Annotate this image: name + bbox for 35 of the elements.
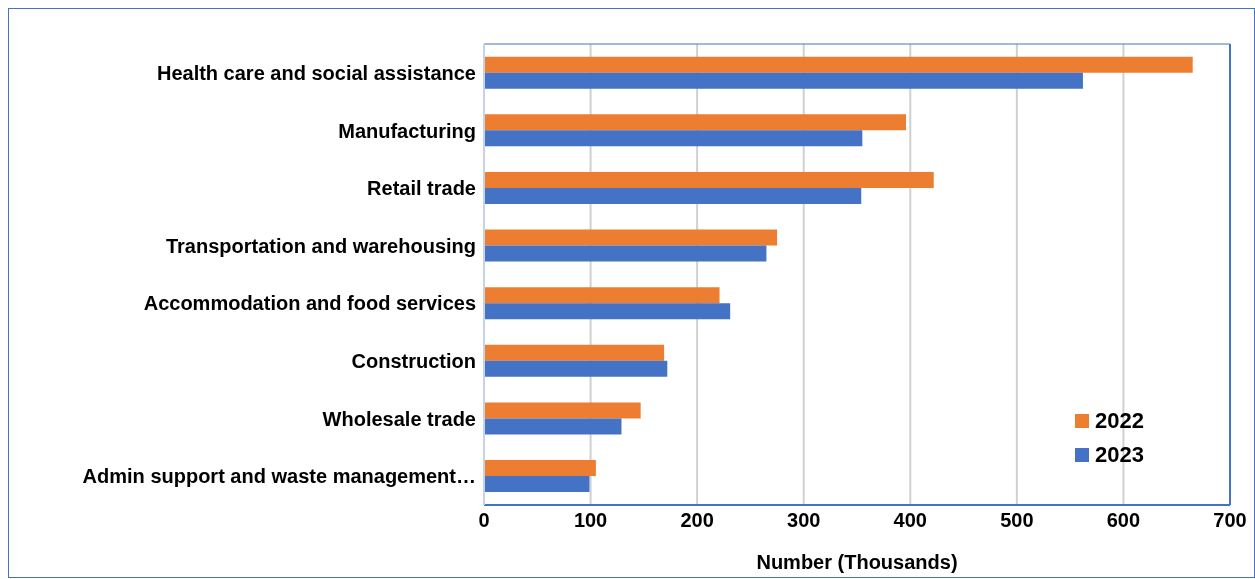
legend-label: 2023 bbox=[1095, 441, 1144, 469]
bar bbox=[484, 56, 1193, 73]
bar bbox=[484, 402, 641, 419]
y-tick-label: Retail trade bbox=[367, 177, 476, 200]
x-tick-label: 500 bbox=[1000, 509, 1034, 532]
x-tick-label: 200 bbox=[680, 509, 714, 532]
y-tick-label: Manufacturing bbox=[338, 119, 476, 142]
bar bbox=[484, 187, 862, 204]
x-tick-label: 0 bbox=[478, 509, 490, 532]
x-tick-label: 600 bbox=[1106, 509, 1141, 532]
x-axis-title: Number (Thousands) bbox=[756, 551, 958, 573]
y-tick-label: Accommodation and food services bbox=[143, 292, 476, 315]
bar bbox=[484, 245, 767, 262]
bar bbox=[484, 114, 907, 131]
bar bbox=[484, 229, 778, 246]
y-tick-label: Wholesale trade bbox=[322, 407, 476, 430]
y-tick-label: Health care and social assistance bbox=[156, 61, 476, 84]
y-tick-label: Transportation and warehousing bbox=[165, 234, 476, 257]
bar bbox=[484, 460, 596, 477]
x-tick-label: 700 bbox=[1213, 509, 1247, 532]
bar bbox=[484, 303, 731, 320]
bar bbox=[484, 344, 665, 361]
bar bbox=[484, 287, 720, 304]
x-tick-label: 100 bbox=[573, 509, 608, 532]
bar bbox=[484, 418, 622, 435]
bar bbox=[484, 171, 934, 188]
x-tick-label: 300 bbox=[787, 509, 821, 532]
legend-label: 2022 bbox=[1095, 407, 1144, 435]
y-tick-label: Admin support and waste management… bbox=[82, 465, 476, 488]
bar bbox=[484, 476, 590, 493]
bar bbox=[484, 130, 863, 147]
bar bbox=[484, 72, 1083, 89]
y-tick-label: Construction bbox=[351, 350, 476, 373]
bar bbox=[484, 360, 668, 377]
x-tick-label: 400 bbox=[893, 509, 927, 532]
